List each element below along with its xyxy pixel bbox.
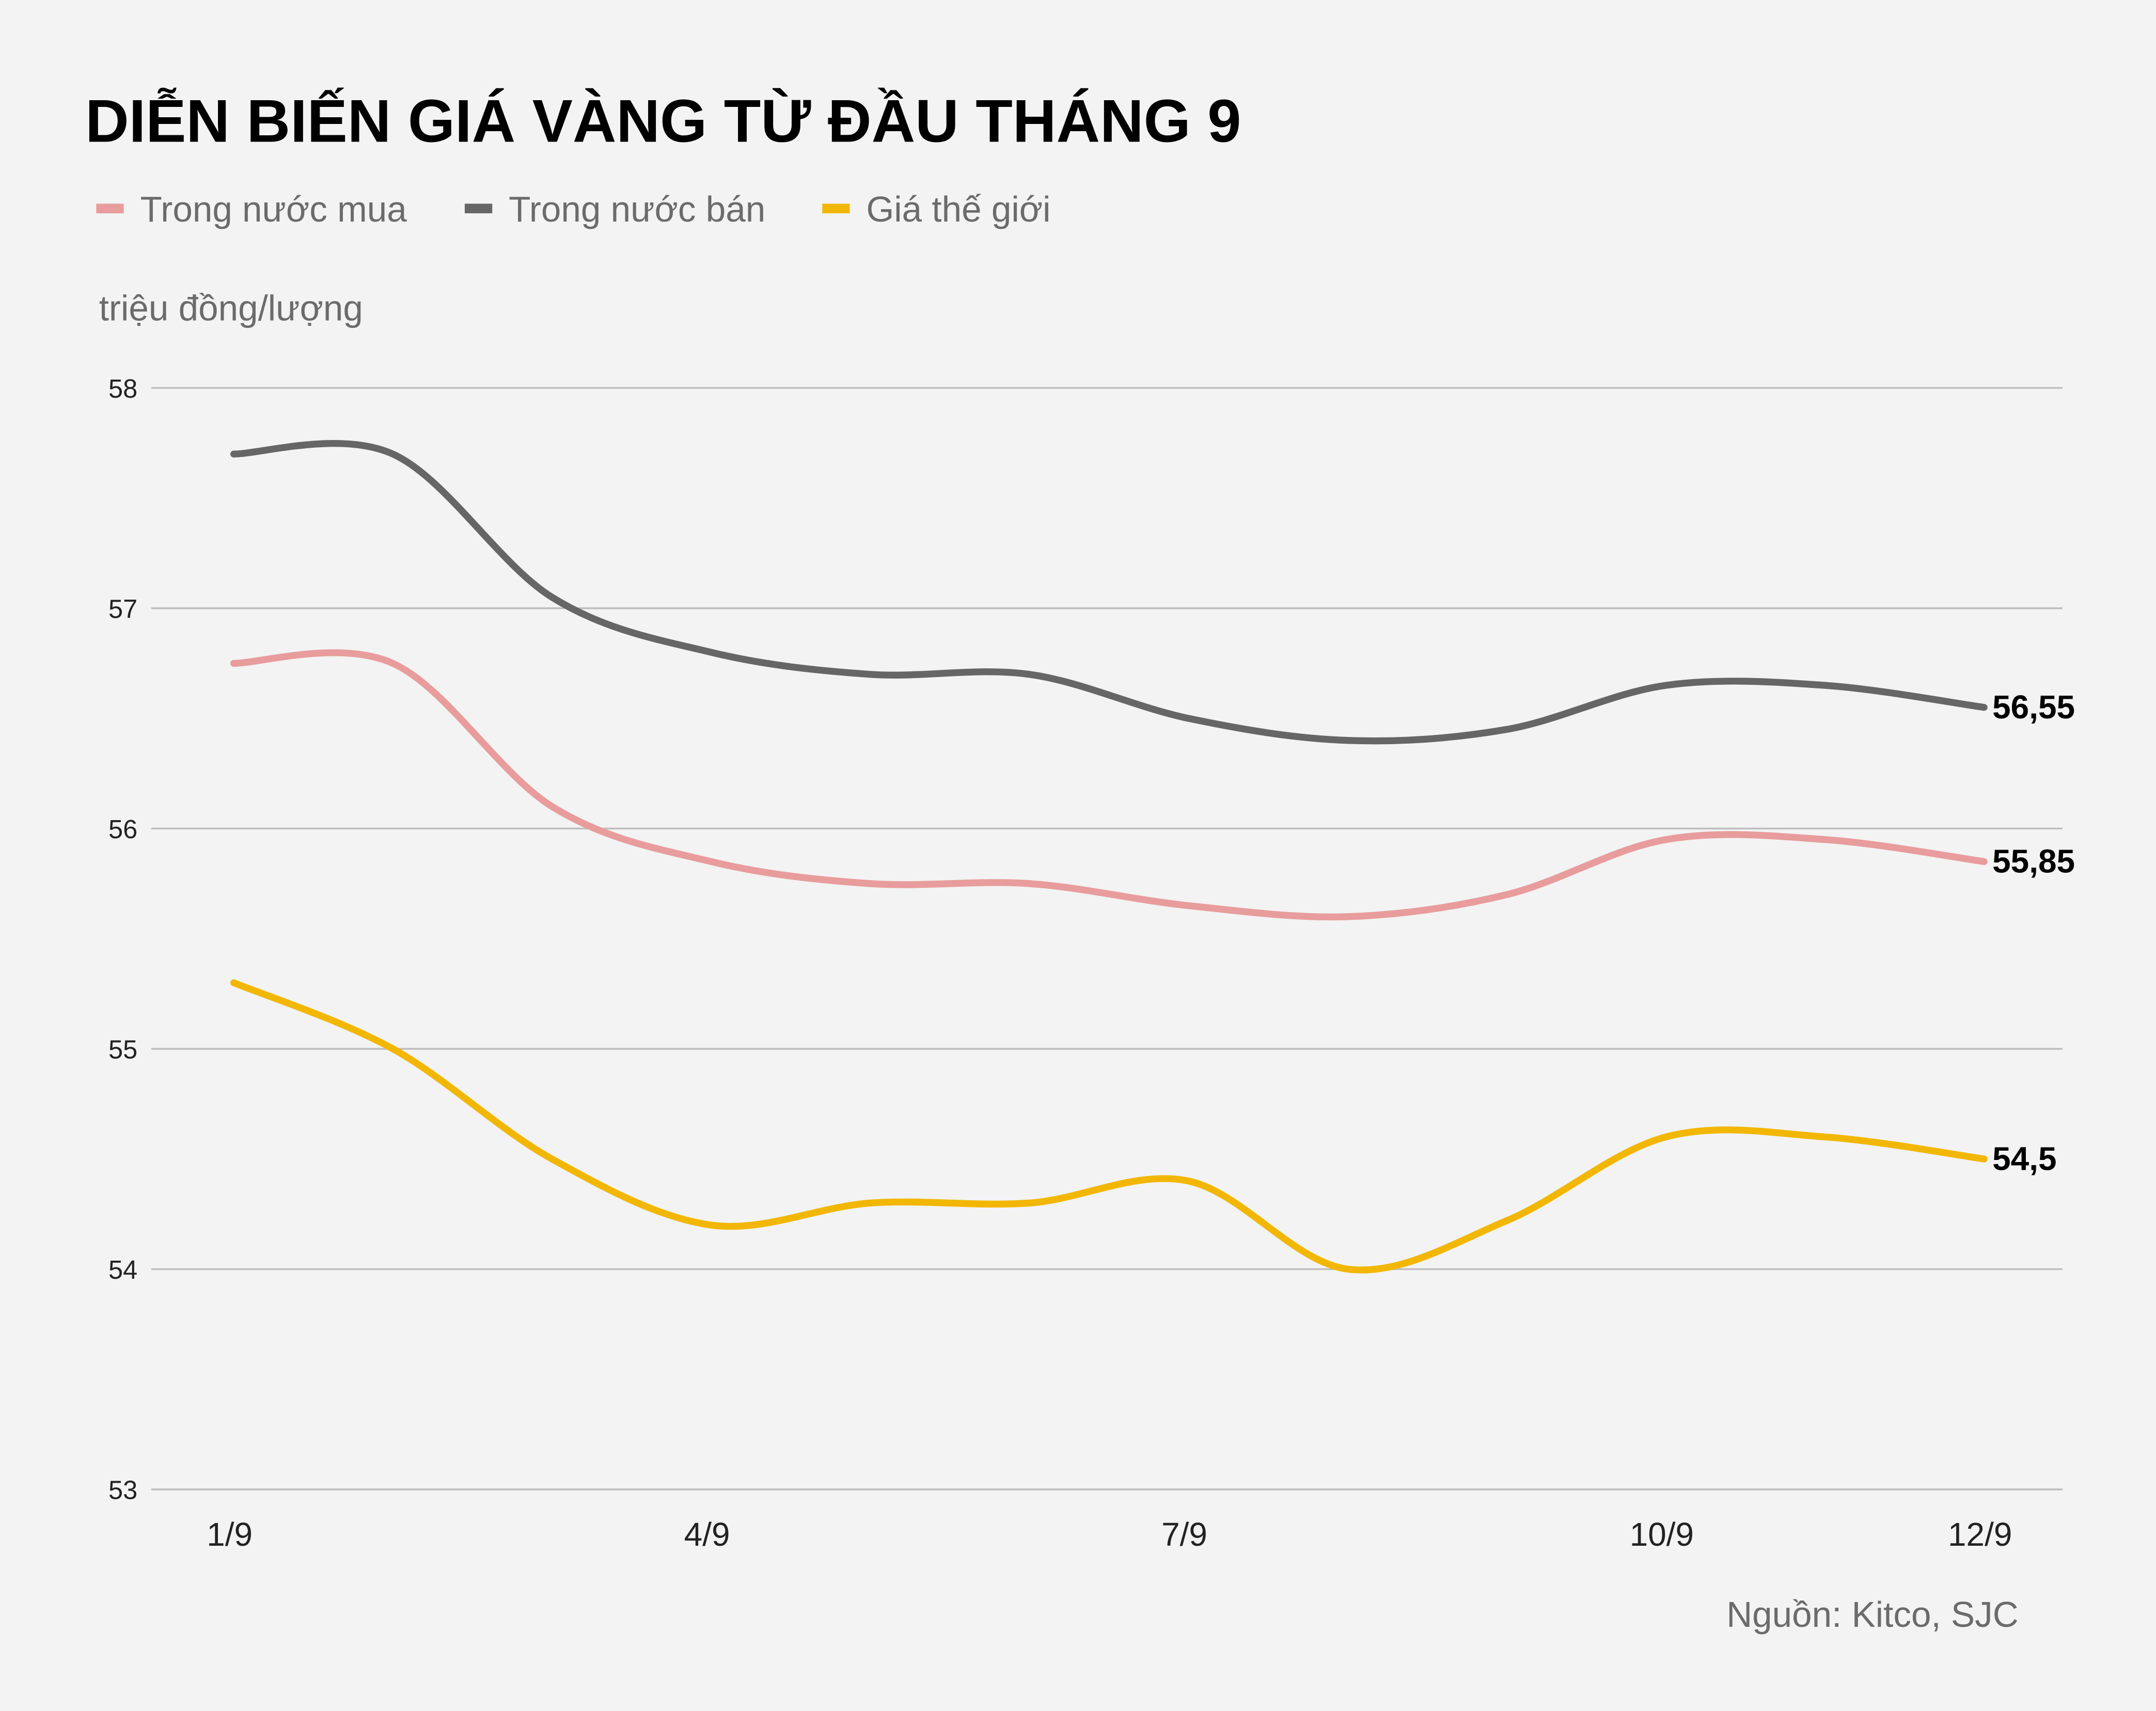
- end-value-label: 54,5: [1992, 1140, 2056, 1177]
- series-line-2: [230, 979, 1988, 1274]
- y-tick-label: 56: [108, 814, 137, 844]
- end-value-label: 55,85: [1992, 843, 2075, 880]
- x-tick-label: 1/9: [207, 1516, 253, 1553]
- legend: Trong nước mua Trong nước bán Giá thế giới: [96, 189, 1051, 229]
- legend-label: Trong nước mua: [140, 189, 407, 229]
- legend-swatch: [822, 203, 850, 214]
- gridlines: [151, 387, 2063, 1490]
- y-tick-label: 57: [108, 594, 137, 623]
- legend-swatch: [464, 203, 493, 214]
- end-value-label: 56,55: [1992, 688, 2075, 726]
- end-labels: 55,85 56,55 54,5: [1992, 688, 2075, 1177]
- series-line-0: [230, 649, 1988, 921]
- y-axis-ticks: 53 54 55 56 57 58: [108, 374, 137, 1505]
- y-tick-label: 58: [108, 374, 137, 403]
- series-lines: [230, 440, 1988, 1274]
- x-tick-label: 12/9: [1948, 1516, 2012, 1553]
- series-line-1: [230, 440, 1988, 745]
- legend-label: Giá thế giới: [866, 189, 1050, 229]
- source-note: Nguồn: Kitco, SJC: [1726, 1594, 2019, 1635]
- y-tick-label: 53: [108, 1475, 137, 1505]
- legend-swatch: [96, 203, 124, 214]
- x-tick-label: 4/9: [684, 1516, 730, 1553]
- y-tick-label: 54: [108, 1255, 137, 1284]
- chart-title: DIỄN BIẾN GIÁ VÀNG TỪ ĐẦU THÁNG 9: [85, 87, 1241, 155]
- x-axis-ticks: 1/9 4/9 7/9 10/9 12/9: [207, 1516, 2012, 1553]
- x-tick-label: 10/9: [1630, 1516, 1694, 1553]
- y-axis-unit-label: triệu đồng/lượng: [99, 288, 363, 328]
- legend-label: Trong nước bán: [509, 189, 765, 229]
- x-tick-label: 7/9: [1161, 1516, 1207, 1553]
- y-tick-label: 55: [108, 1035, 137, 1064]
